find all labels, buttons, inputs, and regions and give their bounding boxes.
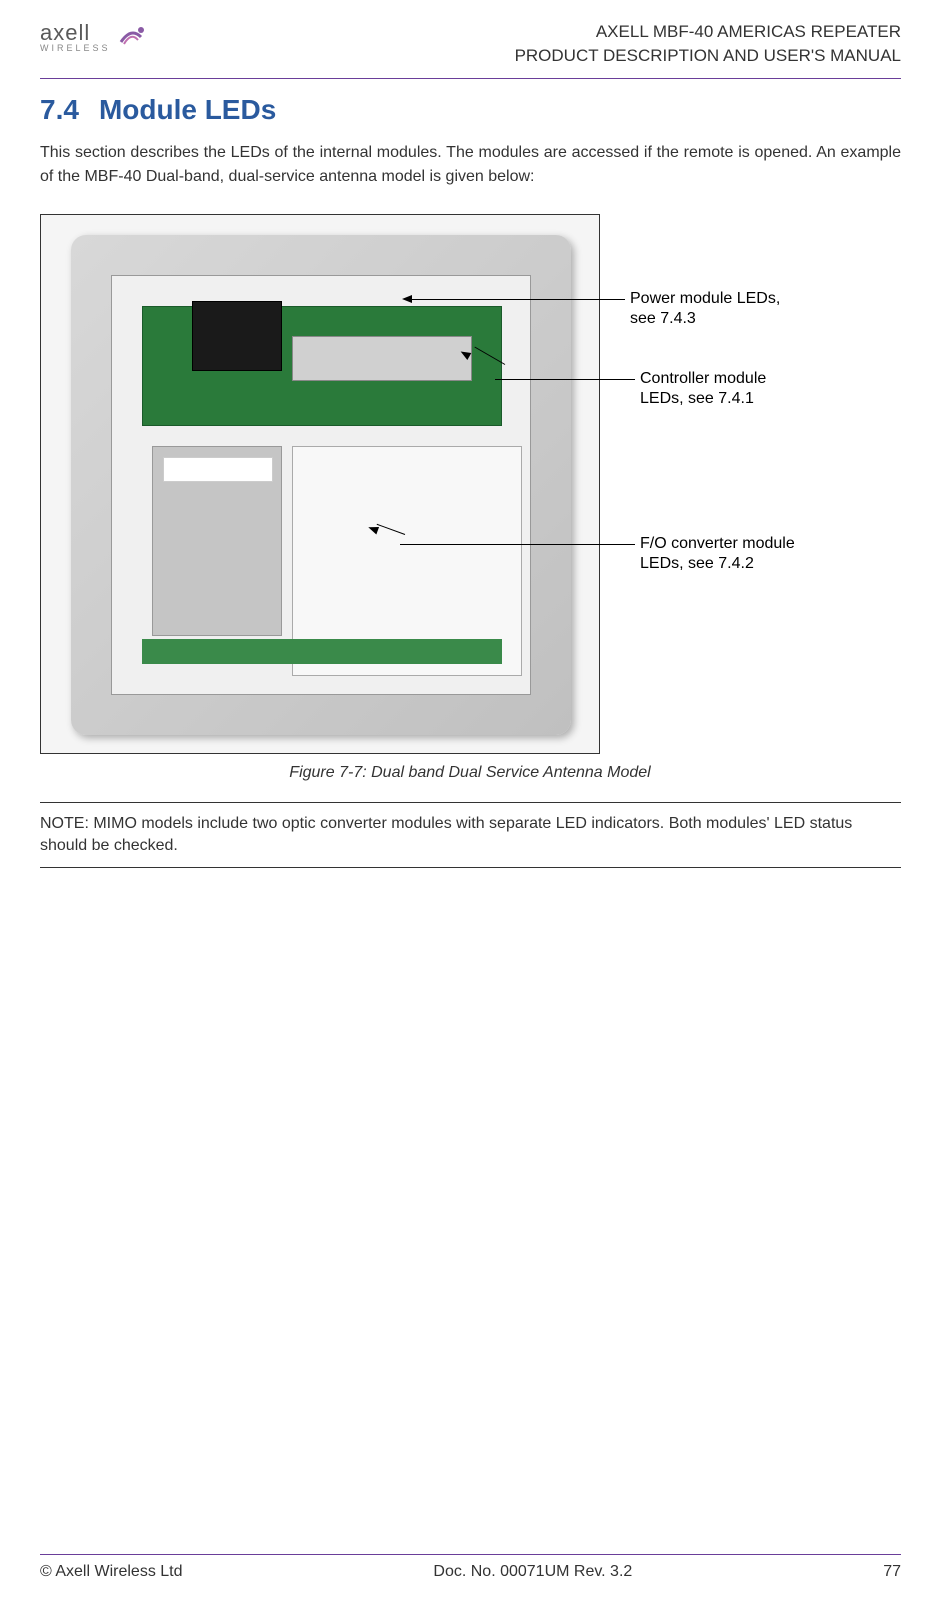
figure-container: Power module LEDs, see 7.4.3 Controller … (40, 214, 901, 754)
logo-sub-text: WIRELESS (40, 43, 111, 53)
metal-module (152, 446, 282, 636)
device-interior (111, 275, 531, 695)
callout-controller-line1: Controller module (640, 369, 766, 390)
figure-caption: Figure 7-7: Dual band Dual Service Anten… (40, 764, 900, 782)
callout-fo-line1: F/O converter module (640, 534, 795, 555)
footer-doc-number: Doc. No. 00071UM Rev. 3.2 (433, 1563, 632, 1581)
note-box: NOTE: MIMO models include two optic conv… (40, 802, 901, 869)
power-module (192, 301, 282, 371)
callout-fo: F/O converter module LEDs, see 7.4.2 (640, 534, 795, 576)
callout-power-line (410, 299, 625, 300)
header-title-line2: PRODUCT DESCRIPTION AND USER'S MANUAL (515, 44, 901, 68)
header-document-title: AXELL MBF-40 AMERICAS REPEATER PRODUCT D… (515, 20, 901, 68)
connector-strip (142, 639, 502, 664)
callout-power-line2: see 7.4.3 (630, 309, 780, 330)
callout-power-arrow-icon (402, 295, 412, 303)
header-title-line1: AXELL MBF-40 AMERICAS REPEATER (515, 20, 901, 44)
callout-fo-line-h (400, 544, 635, 545)
callout-controller: Controller module LEDs, see 7.4.1 (640, 369, 766, 411)
page-header: axell WIRELESS AXELL MBF-40 AMERICAS REP… (40, 20, 901, 79)
device-enclosure (71, 235, 571, 735)
footer-copyright: © Axell Wireless Ltd (40, 1563, 183, 1581)
logo-swoosh-icon (116, 22, 146, 52)
callout-controller-line2: LEDs, see 7.4.1 (640, 389, 766, 410)
module-label (163, 457, 273, 482)
controller-module (292, 336, 472, 381)
callout-power: Power module LEDs, see 7.4.3 (630, 289, 780, 331)
device-photo (40, 214, 600, 754)
callout-fo-line2: LEDs, see 7.4.2 (640, 554, 795, 575)
section-title: Module LEDs (99, 94, 276, 125)
section-number: 7.4 (40, 94, 79, 125)
logo: axell WIRELESS (40, 20, 146, 53)
page-footer: © Axell Wireless Ltd Doc. No. 00071UM Re… (40, 1554, 901, 1581)
callout-power-line1: Power module LEDs, (630, 289, 780, 310)
callout-controller-line-h (495, 379, 635, 380)
intro-paragraph: This section describes the LEDs of the i… (40, 141, 901, 189)
section-heading: 7.4 Module LEDs (40, 94, 901, 126)
footer-page-number: 77 (883, 1563, 901, 1581)
logo-text-block: axell WIRELESS (40, 20, 111, 53)
